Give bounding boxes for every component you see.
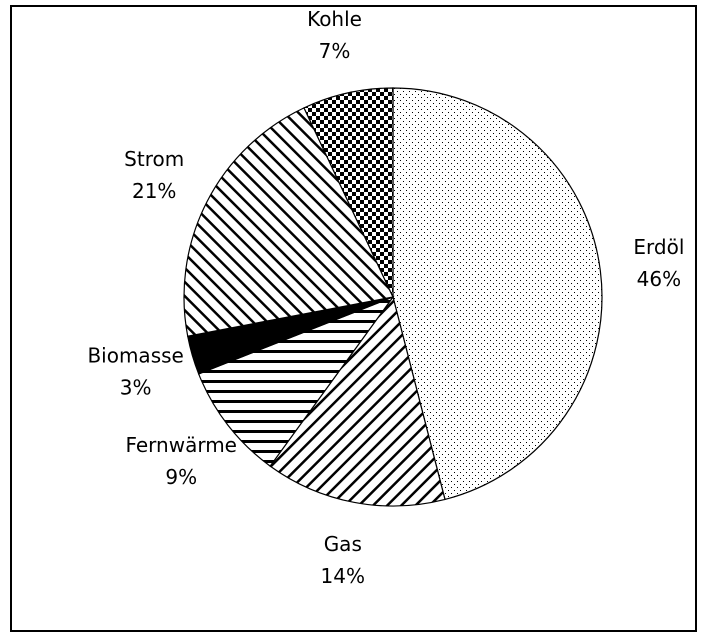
slice-label: Erdöl: [633, 235, 684, 259]
slice-value-label: 14%: [321, 564, 365, 588]
slice-value-label: 21%: [132, 179, 176, 203]
pie-slice: [183, 107, 394, 337]
slice-value-label: 7%: [319, 39, 351, 63]
slice-label: Fernwärme: [125, 433, 237, 457]
pie-slice: [392, 87, 603, 501]
pie-slice: [269, 295, 446, 507]
slice-label: Strom: [124, 147, 184, 171]
pie-slice: [303, 87, 394, 298]
slice-label: Kohle: [307, 7, 362, 31]
pie-slice: [197, 295, 395, 467]
slice-value-label: 9%: [165, 465, 197, 489]
slice-value-label: 46%: [637, 267, 681, 291]
slice-label: Gas: [324, 532, 362, 556]
slice-label: Biomasse: [87, 343, 183, 367]
frame: [10, 5, 697, 632]
slice-value-label: 3%: [120, 375, 152, 399]
